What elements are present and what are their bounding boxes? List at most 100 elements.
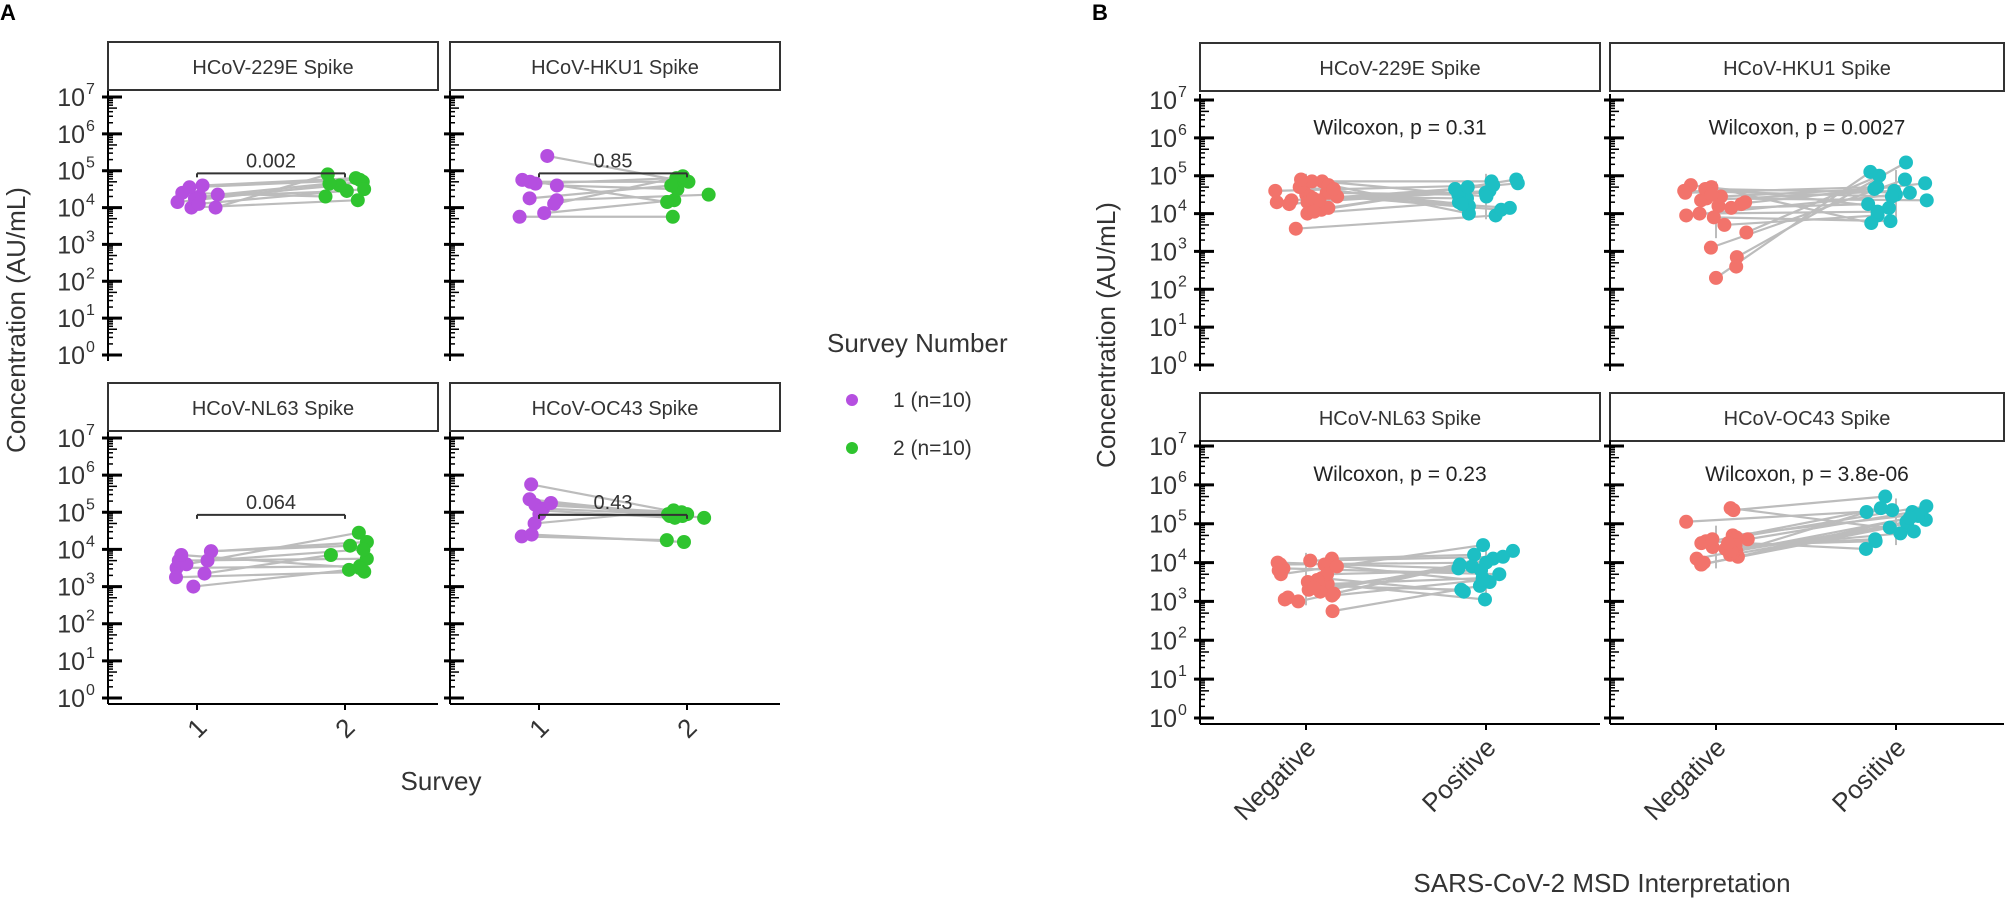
data-point-positive — [1495, 549, 1510, 564]
data-point-negative — [1706, 210, 1721, 225]
data-point-survey1 — [182, 180, 197, 195]
y-tick-label: 10 — [57, 536, 85, 564]
data-point-negative — [1696, 555, 1711, 570]
data-point-survey1 — [197, 566, 212, 581]
y-tick-exponent: 4 — [1178, 547, 1187, 564]
data-point-survey2 — [662, 509, 677, 523]
facet-strip — [1609, 392, 2005, 442]
y-tick-label: 10 — [1149, 588, 1177, 616]
y-tick-exponent: 1 — [86, 302, 95, 319]
panel-b: B Concentration (AU/mL) SARS-CoV-2 MSD I… — [1091, 0, 2005, 898]
pair-line — [522, 178, 668, 204]
y-tick-label: 10 — [1149, 472, 1177, 500]
y-tick-exponent: 7 — [1178, 430, 1187, 447]
y-tick-label: 10 — [57, 268, 85, 296]
pair-line — [1720, 187, 1875, 198]
p-value-label: 0.43 — [594, 492, 633, 514]
legend-title: Survey Number — [827, 328, 1008, 358]
x-tick-label: Negative — [1638, 732, 1732, 826]
facet-a-oc43: HCoV-OC43 Spike 1 2 0.43 — [444, 382, 781, 744]
panel-a: A Concentration (AU/mL) Survey Survey Nu… — [0, 0, 1008, 796]
data-point-positive — [1479, 189, 1494, 204]
x-tick-label: 1 — [523, 712, 554, 743]
pair-line — [217, 182, 330, 196]
facet-title: HCoV-HKU1 Spike — [1723, 58, 1891, 80]
y-tick-exponent: 5 — [1178, 160, 1187, 177]
data-point-positive — [1859, 505, 1874, 520]
data-point-negative — [1738, 195, 1753, 210]
data-point-survey2 — [323, 548, 338, 562]
y-tick-exponent: 6 — [1178, 469, 1187, 486]
data-point-survey1 — [208, 200, 223, 215]
data-point-survey1 — [168, 570, 183, 585]
y-tick-label: 10 — [57, 611, 85, 639]
y-tick-exponent: 1 — [86, 645, 95, 662]
y-tick-label: 10 — [1149, 201, 1177, 229]
data-point-survey2 — [342, 562, 357, 577]
data-point-negative — [1717, 217, 1732, 232]
y-tick-label: 10 — [57, 84, 85, 112]
y-tick-exponent: 4 — [1178, 198, 1187, 215]
facet-title: HCoV-NL63 Spike — [192, 398, 354, 420]
p-value-label: Wilcoxon, p = 0.23 — [1313, 463, 1486, 486]
pair-line — [550, 501, 670, 518]
facet-title: HCoV-229E Spike — [1319, 58, 1480, 80]
facet-title: HCoV-OC43 Spike — [1724, 408, 1891, 430]
y-tick-label: 10 — [57, 462, 85, 490]
legend-label-survey-1: 1 (n=10) — [893, 389, 972, 412]
data-point-negative — [1268, 183, 1283, 198]
y-tick-label: 10 — [57, 195, 85, 223]
data-point-positive — [1883, 214, 1898, 229]
data-point-positive — [1897, 172, 1912, 187]
data-point-survey2 — [350, 193, 365, 208]
data-point-survey2 — [357, 182, 372, 197]
facet-strip — [107, 382, 439, 432]
y-tick-exponent: 3 — [1178, 235, 1187, 252]
y-tick-label: 10 — [1149, 705, 1177, 733]
data-point-positive — [1467, 547, 1482, 562]
y-tick-exponent: 6 — [86, 459, 95, 476]
data-point-positive — [1884, 189, 1899, 204]
y-tick-label: 10 — [1149, 87, 1177, 115]
data-point-positive — [1474, 563, 1489, 578]
data-point-positive — [1454, 197, 1469, 212]
facet-title: HCoV-HKU1 Spike — [531, 57, 699, 79]
data-point-survey2 — [664, 178, 679, 193]
y-tick-exponent: 3 — [86, 228, 95, 245]
data-point-negative — [1303, 553, 1318, 568]
facet-a-hku1: HCoV-HKU1 Spike 0.85 — [444, 41, 781, 361]
data-point-survey1 — [210, 187, 225, 202]
data-point-negative — [1312, 193, 1327, 208]
pair-line — [1733, 495, 1886, 512]
y-tick-label: 10 — [1149, 125, 1177, 153]
data-point-negative — [1739, 225, 1754, 240]
panel-label-b: B — [1092, 0, 1108, 25]
pair-line — [1731, 203, 1869, 209]
y-tick-label: 10 — [1149, 627, 1177, 655]
data-point-positive — [1863, 164, 1878, 179]
x-axis-title-a: Survey — [401, 766, 482, 796]
facet-title: HCoV-NL63 Spike — [1319, 408, 1481, 430]
facet-strip — [1199, 42, 1601, 92]
y-tick-label: 10 — [1149, 314, 1177, 342]
pair-line — [1732, 511, 1867, 554]
data-point-negative — [1721, 536, 1736, 551]
pair-line — [211, 540, 367, 553]
data-point-survey2 — [322, 176, 337, 191]
y-tick-exponent: 2 — [86, 265, 95, 282]
p-value-label: 0.002 — [246, 150, 296, 172]
data-point-survey2 — [659, 533, 674, 548]
pair-line — [1331, 553, 1475, 560]
pair-line — [1713, 216, 1891, 223]
data-point-survey1 — [537, 206, 552, 221]
y-tick-label: 10 — [57, 685, 85, 713]
y-tick-exponent: 3 — [1178, 585, 1187, 602]
data-point-positive — [1882, 200, 1897, 215]
data-point-positive — [1870, 180, 1885, 195]
data-point-negative — [1307, 580, 1322, 595]
data-point-positive — [1494, 202, 1509, 217]
data-point-negative — [1679, 208, 1694, 223]
facet-strip — [449, 41, 781, 91]
p-value-label: Wilcoxon, p = 0.31 — [1313, 117, 1486, 140]
